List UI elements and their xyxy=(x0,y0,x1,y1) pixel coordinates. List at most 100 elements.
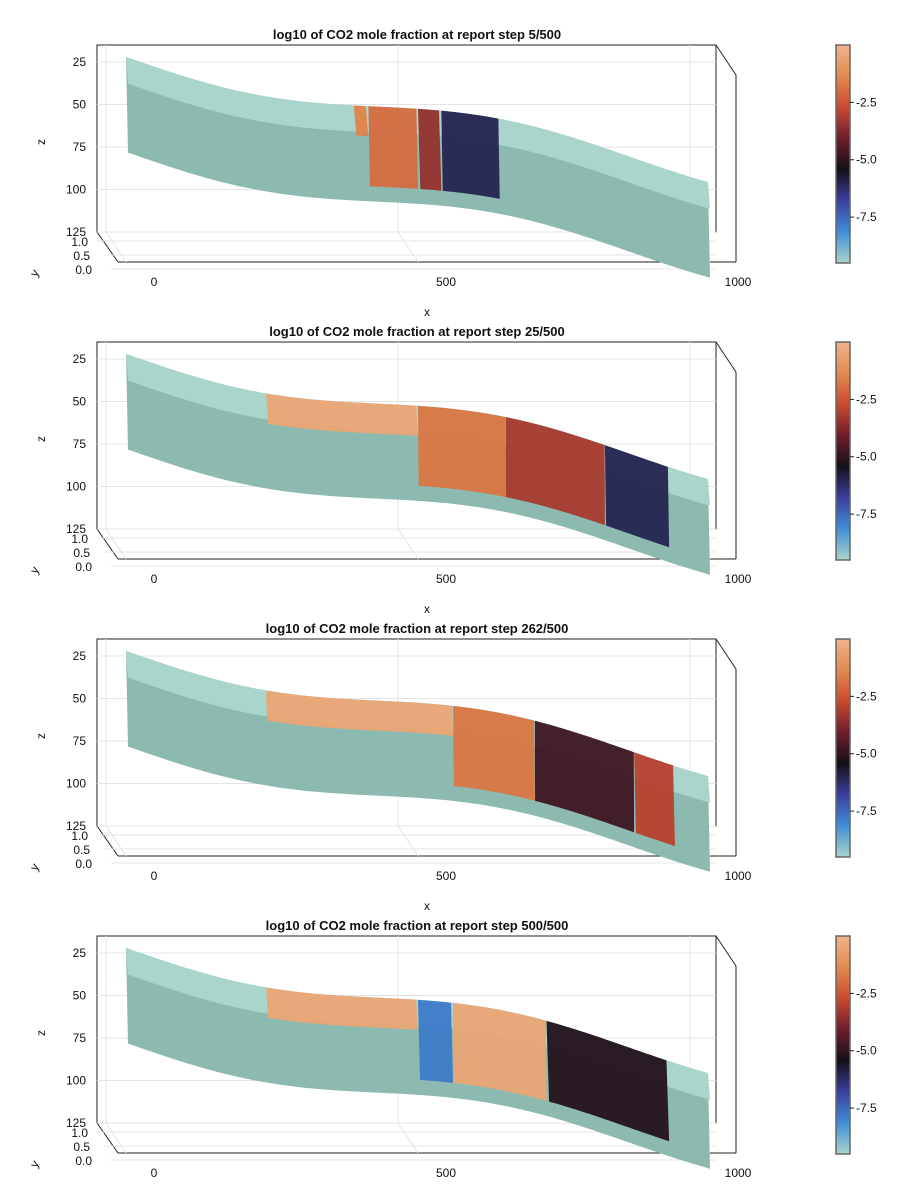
panel-4: log10 of CO2 mole fraction at report ste… xyxy=(27,918,877,1200)
y-axis-label: y xyxy=(27,564,42,576)
x-axis-label: x xyxy=(424,602,430,616)
x-floor-gridline xyxy=(105,825,127,857)
z-tick-label: 75 xyxy=(73,437,87,451)
y-axis-label: y xyxy=(27,267,42,279)
panel-1: log10 of CO2 mole fraction at report ste… xyxy=(27,27,877,319)
plume-region xyxy=(453,705,535,801)
x-axis-label: x xyxy=(424,305,430,319)
plume-region xyxy=(604,445,670,548)
x-floor-gridline xyxy=(397,231,419,263)
y-axis-label: y xyxy=(27,1158,42,1170)
colorbar xyxy=(835,341,851,561)
box-edge-top xyxy=(715,935,737,967)
plume-region xyxy=(441,110,500,199)
box-edge-left xyxy=(96,231,119,263)
x-tick-label: 0 xyxy=(151,869,158,883)
plume-region xyxy=(546,1020,670,1142)
y-tick-label: 1.0 xyxy=(71,1126,88,1140)
y-tick-label: 1.0 xyxy=(71,235,88,249)
box-edge-top xyxy=(715,44,737,76)
x-axis-label: x xyxy=(424,1196,430,1200)
y-tick-label: 0.0 xyxy=(75,560,92,574)
z-axis-label: z xyxy=(34,139,48,145)
x-tick-label: 0 xyxy=(151,572,158,586)
z-tick-label: 25 xyxy=(73,55,87,69)
plume-region xyxy=(353,105,369,137)
box-edge-top xyxy=(715,638,737,670)
panel-2: log10 of CO2 mole fraction at report ste… xyxy=(27,324,877,616)
x-floor-gridline xyxy=(397,1122,419,1154)
y-tick-label: 0.5 xyxy=(73,843,90,857)
y-tick-label: 0.5 xyxy=(73,249,90,263)
colorbar-tick-label: -2.5 xyxy=(856,392,877,406)
plume-region xyxy=(266,393,418,436)
z-tick-label: 50 xyxy=(73,395,87,409)
plume-region xyxy=(453,1002,547,1101)
colorbar-tick-label: -5.0 xyxy=(856,153,877,167)
z-tick-label: 50 xyxy=(73,98,87,112)
z-tick-label: 25 xyxy=(73,649,87,663)
colorbar-tick-label: -5.0 xyxy=(856,1044,877,1058)
z-tick-label: 125 xyxy=(66,522,86,536)
z-tick-label: 125 xyxy=(66,819,86,833)
y-tick-label: 1.0 xyxy=(71,532,88,546)
z-tick-label: 75 xyxy=(73,1031,87,1045)
x-floor-gridline xyxy=(105,528,127,560)
plume-region xyxy=(418,999,454,1083)
z-tick-label: 100 xyxy=(66,1074,86,1088)
x-floor-gridline xyxy=(397,528,419,560)
y-tick-label: 0.5 xyxy=(73,546,90,560)
x-tick-label: 0 xyxy=(151,275,158,289)
chart-title: log10 of CO2 mole fraction at report ste… xyxy=(269,324,564,339)
colorbar xyxy=(835,935,851,1155)
y-tick-label: 0.0 xyxy=(75,1154,92,1168)
reservoir-top-surface xyxy=(126,947,710,1100)
z-tick-label: 125 xyxy=(66,1116,86,1130)
colorbar-tick-label: -7.5 xyxy=(856,1101,877,1115)
plume-region xyxy=(634,752,675,847)
colorbar-tick-label: -5.0 xyxy=(856,747,877,761)
x-floor-gridline xyxy=(105,1122,127,1154)
box-edge-top xyxy=(715,341,737,373)
z-axis-label: z xyxy=(34,436,48,442)
chart-title: log10 of CO2 mole fraction at report ste… xyxy=(266,621,569,636)
x-tick-label: 500 xyxy=(436,869,456,883)
plume-region xyxy=(368,106,418,189)
x-floor-gridline xyxy=(105,231,127,263)
colorbar-tick-label: -5.0 xyxy=(856,450,877,464)
reservoir-top-surface xyxy=(126,353,710,506)
z-tick-label: 125 xyxy=(66,225,86,239)
box-edge-left xyxy=(96,528,119,560)
z-tick-label: 25 xyxy=(73,946,87,960)
plume-region xyxy=(266,690,454,736)
reservoir-top-surface xyxy=(126,56,710,209)
z-tick-label: 75 xyxy=(73,734,87,748)
colorbar-tick-label: -7.5 xyxy=(856,507,877,521)
z-tick-label: 50 xyxy=(73,692,87,706)
z-axis-label: z xyxy=(34,1030,48,1036)
plume-region xyxy=(534,720,635,833)
plume-region xyxy=(505,417,605,526)
x-axis-label: x xyxy=(424,899,430,913)
x-tick-label: 500 xyxy=(436,275,456,289)
z-axis-label: z xyxy=(34,733,48,739)
colorbar xyxy=(835,638,851,858)
colorbar-tick-label: -7.5 xyxy=(856,210,877,224)
x-tick-label: 1000 xyxy=(725,572,752,586)
colorbar xyxy=(835,44,851,264)
y-tick-label: 1.0 xyxy=(71,829,88,843)
x-tick-label: 1000 xyxy=(725,869,752,883)
panel-3: log10 of CO2 mole fraction at report ste… xyxy=(27,621,877,913)
x-tick-label: 0 xyxy=(151,1166,158,1180)
colorbar-tick-label: -7.5 xyxy=(856,804,877,818)
x-floor-gridline xyxy=(397,825,419,857)
z-tick-label: 100 xyxy=(66,183,86,197)
colorbar-tick-label: -2.5 xyxy=(856,986,877,1000)
box-edge-left xyxy=(96,825,119,857)
x-tick-label: 1000 xyxy=(725,275,752,289)
x-tick-label: 500 xyxy=(436,1166,456,1180)
colorbar-tick-label: -2.5 xyxy=(856,95,877,109)
box-edge-left xyxy=(96,1122,119,1154)
x-tick-label: 500 xyxy=(436,572,456,586)
